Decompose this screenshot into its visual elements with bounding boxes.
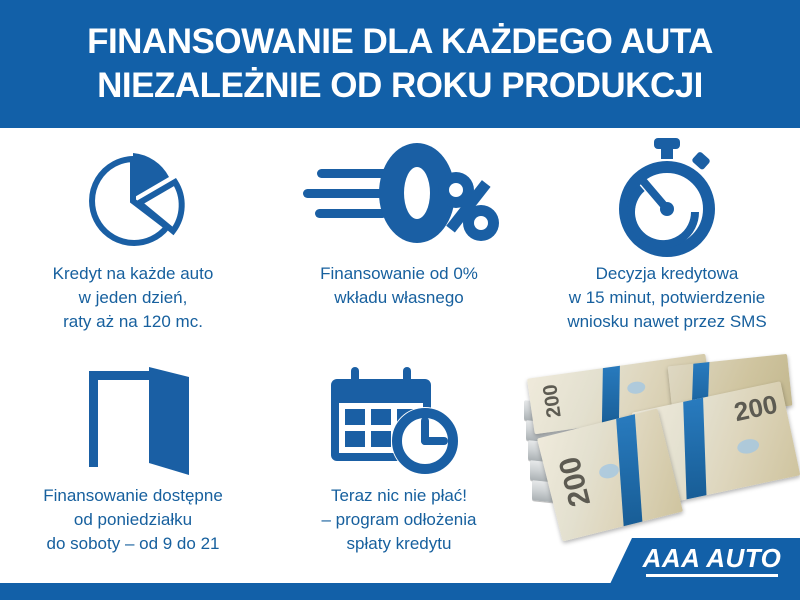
- caption-line: wniosku nawet przez SMS: [567, 312, 767, 331]
- feature-item-credit: Kredyt na każde auto w jeden dzień, raty…: [0, 138, 266, 353]
- feature-item-decision-time: Decyzja kredytowa w 15 minut, potwierdze…: [534, 137, 800, 353]
- caption-line: Teraz nic nie płać!: [330, 486, 468, 505]
- caption-line: Decyzja kredytowa: [595, 264, 739, 283]
- feature-caption: Finansowanie dostępne od poniedziałku do…: [0, 484, 266, 556]
- caption-line: wkładu własnego: [334, 288, 464, 307]
- feature-grid: Kredyt na każde auto w jeden dzień, raty…: [0, 128, 800, 583]
- money-stacks-photo: 200 200 200: [520, 353, 800, 545]
- bottom-bar: [0, 583, 800, 600]
- banknote-hologram: [735, 437, 761, 456]
- caption-line: raty aż na 120 mc.: [63, 312, 203, 331]
- banknote-denomination: 200: [731, 388, 781, 428]
- logo-underline: [646, 574, 778, 577]
- caption-line: spłaty kredytu: [346, 534, 452, 553]
- caption-line: w 15 minut, potwierdzenie: [568, 288, 766, 307]
- caption-line: do soboty – od 9 do 21: [46, 534, 220, 553]
- headline-line-1: FINANSOWANIE DLA KAŻDEGO AUTA: [87, 22, 713, 61]
- headline-line-2: NIEZALEŻNIE OD ROKU PRODUKCJI: [97, 66, 703, 105]
- pie-chart-icon: [0, 138, 266, 258]
- feature-caption: Kredyt na każde auto w jeden dzień, raty…: [0, 262, 266, 334]
- banknote-hologram: [626, 380, 647, 395]
- money-band: [614, 408, 644, 542]
- aaa-auto-logo[interactable]: AAA AUTO: [610, 538, 800, 584]
- stopwatch-icon: [534, 137, 800, 258]
- logo-text: AAA AUTO: [642, 543, 782, 573]
- feature-item-zero-percent: Finansowanie od 0% wkładu własnego: [266, 138, 532, 353]
- banknote-denomination: 200: [553, 453, 598, 510]
- caption-line: Finansowanie od 0%: [320, 264, 478, 283]
- zero-percent-icon: [266, 138, 532, 258]
- feature-caption: Teraz nic nie płać! – program odłożenia …: [266, 484, 532, 556]
- banknote-hologram: [597, 461, 621, 481]
- caption-line: w jeden dzień,: [78, 288, 188, 307]
- caption-line: Kredyt na każde auto: [52, 264, 214, 283]
- feature-caption: Finansowanie od 0% wkładu własnego: [266, 262, 532, 310]
- calendar-clock-icon: [266, 360, 532, 480]
- money-band: [682, 384, 708, 507]
- header-banner: FINANSOWANIE DLA KAŻDEGO AUTA NIEZALEŻNI…: [0, 0, 800, 128]
- caption-line: – program odłożenia: [321, 510, 477, 529]
- caption-line: od poniedziałku: [73, 510, 193, 529]
- feature-item-opening-hours: Finansowanie dostępne od poniedziałku do…: [0, 360, 266, 575]
- feature-item-deferred-payment: Teraz nic nie płać! – program odłożenia …: [266, 360, 532, 575]
- caption-line: Finansowanie dostępne: [43, 486, 223, 505]
- open-door-icon: [0, 360, 266, 480]
- banknote-denomination: 200: [539, 382, 566, 420]
- feature-caption: Decyzja kredytowa w 15 minut, potwierdze…: [534, 262, 800, 334]
